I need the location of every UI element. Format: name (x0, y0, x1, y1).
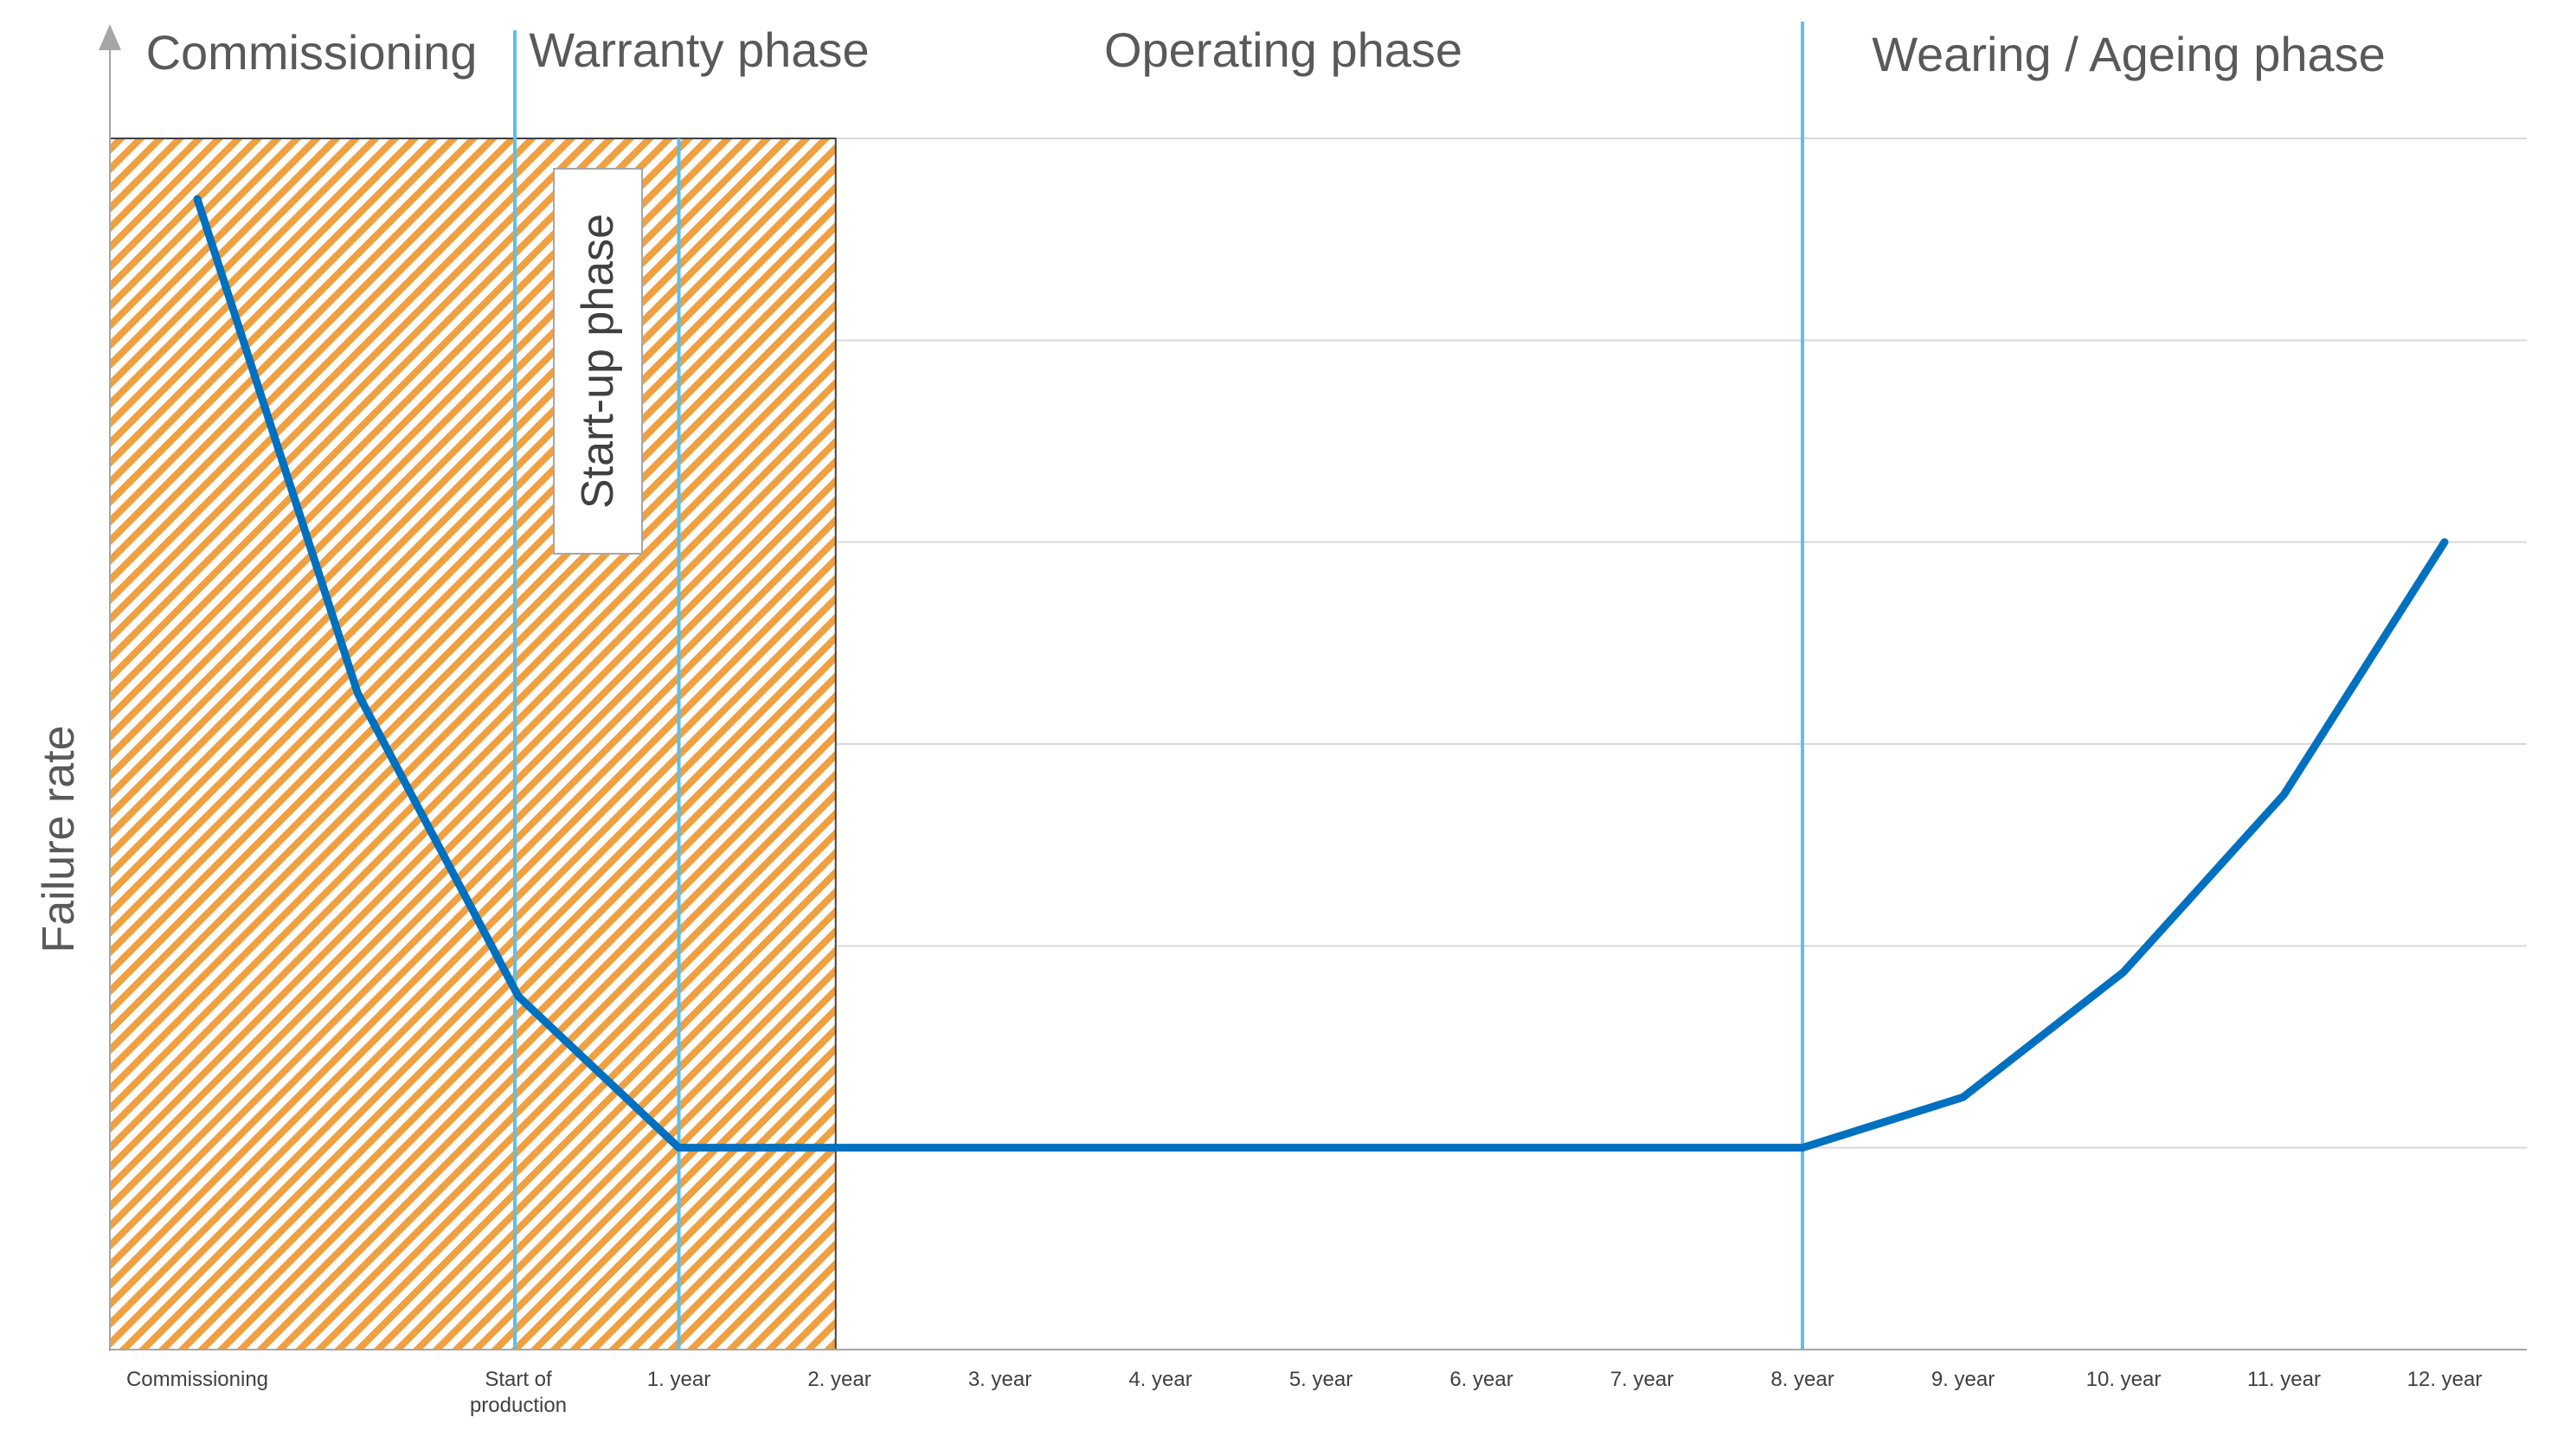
x-tick-label-line: 10. year (2086, 1368, 2162, 1391)
phase-label-3: Wearing / Ageing phase (1872, 27, 2386, 81)
x-tick-label-line: Commissioning (126, 1368, 268, 1391)
x-tick-label: Start of production (470, 1368, 567, 1417)
x-tick-label: 12. year (2407, 1368, 2483, 1391)
x-tick-label-line: 5. year (1289, 1368, 1352, 1391)
x-tick-label: 7. year (1610, 1368, 1674, 1391)
x-tick-label-line: 2. year (807, 1368, 871, 1391)
x-tick-label-line: 11. year (2247, 1368, 2321, 1391)
x-tick-label-line: 8. year (1770, 1368, 1834, 1391)
y-axis-title: Failure rate (34, 726, 84, 953)
x-tick-label-line: 3. year (968, 1368, 1031, 1391)
x-tick-label: 8. year (1770, 1368, 1834, 1391)
x-tick-label: 1. year (647, 1368, 710, 1391)
x-tick-label-line: 4. year (1128, 1368, 1192, 1391)
x-tick-label: 5. year (1289, 1368, 1352, 1391)
x-tick-label: 2. year (807, 1368, 871, 1391)
series-line (193, 195, 2449, 1152)
x-tick-label: 11. year (2247, 1368, 2321, 1391)
axes (99, 24, 2527, 1350)
phase-labels: Commissioning Warranty phase Operating pha… (146, 22, 2386, 81)
x-tick-label-line: 6. year (1449, 1368, 1513, 1391)
x-tick-label-line: production (470, 1394, 567, 1417)
x-tick-labels: Commissioning Start of production 1. year 2.… (126, 1368, 2482, 1417)
y-axis-arrow-icon (99, 24, 121, 50)
x-tick-label-line: 9. year (1931, 1368, 1995, 1391)
x-tick-label: 4. year (1128, 1368, 1192, 1391)
phase-label-2: Operating phase (1104, 22, 1462, 77)
x-tick-label-line: 1. year (647, 1368, 710, 1391)
phase-label-1: Warranty phase (529, 22, 869, 77)
phase-label-0: Commissioning (146, 25, 478, 80)
x-tick-label-line: Start of (485, 1368, 552, 1391)
startup-phase-label: Start-up phase (573, 214, 623, 509)
x-tick-label: 6. year (1449, 1368, 1513, 1391)
x-tick-label: Commissioning (126, 1368, 268, 1391)
x-tick-label-line: 7. year (1610, 1368, 1674, 1391)
startup-phase-label-box (553, 168, 643, 555)
startup-hatched-region (109, 138, 837, 1350)
x-tick-label: 3. year (968, 1368, 1031, 1391)
startup-phase-box: Start-up phase (553, 168, 643, 555)
x-tick-label-line: 12. year (2407, 1368, 2483, 1391)
x-tick-label: 10. year (2086, 1368, 2162, 1391)
x-tick-label: 9. year (1931, 1368, 1995, 1391)
